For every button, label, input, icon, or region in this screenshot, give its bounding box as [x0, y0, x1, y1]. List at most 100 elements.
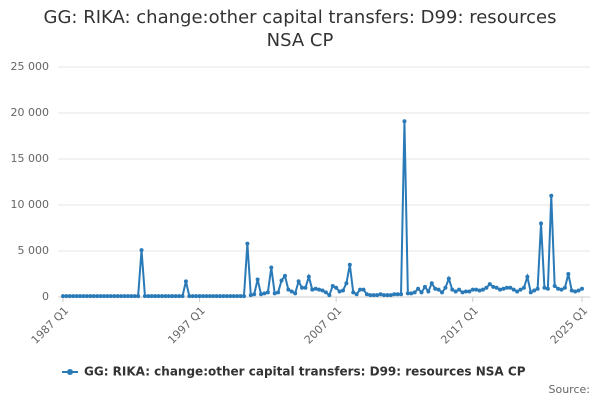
data-point — [241, 294, 246, 299]
data-point — [153, 294, 158, 299]
data-point — [194, 294, 199, 299]
data-point — [484, 285, 489, 290]
data-point — [409, 291, 414, 296]
y-tick-label: 15 000 — [11, 152, 50, 165]
data-point — [218, 294, 223, 299]
data-point — [303, 285, 308, 290]
data-point — [276, 290, 281, 295]
data-point — [105, 294, 110, 299]
data-point — [556, 286, 561, 291]
data-point — [535, 286, 540, 291]
data-point — [559, 287, 564, 292]
data-point — [354, 292, 359, 297]
x-tick-label: 1987 Q1 — [29, 304, 72, 347]
data-point — [395, 292, 400, 297]
series-line — [63, 121, 583, 298]
data-point — [177, 294, 182, 299]
data-point — [125, 294, 130, 299]
data-point — [494, 285, 499, 290]
data-point — [412, 290, 417, 295]
data-point — [300, 285, 305, 290]
data-point — [364, 292, 369, 297]
data-point — [330, 283, 335, 288]
data-point — [200, 294, 205, 299]
data-point — [98, 294, 103, 299]
data-point — [392, 292, 397, 297]
data-point — [381, 293, 386, 298]
data-point — [344, 281, 349, 286]
data-point — [371, 293, 376, 298]
data-point — [426, 289, 431, 294]
data-point — [351, 290, 356, 295]
data-point — [214, 294, 219, 299]
data-point — [286, 287, 291, 292]
data-point — [119, 294, 124, 299]
legend-marker — [67, 369, 73, 375]
data-point — [190, 294, 195, 299]
data-point — [293, 291, 298, 296]
data-point — [122, 294, 127, 299]
data-point — [450, 287, 455, 292]
data-point — [71, 294, 76, 299]
data-point — [255, 277, 260, 282]
y-tick-label: 0 — [42, 290, 49, 303]
y-tick-label: 25 000 — [11, 60, 50, 73]
data-point — [320, 288, 325, 293]
data-point — [108, 294, 113, 299]
data-point — [142, 294, 147, 299]
data-point — [467, 289, 472, 294]
data-point — [139, 248, 144, 253]
data-point — [552, 283, 557, 288]
data-point — [207, 294, 212, 299]
data-point — [566, 272, 571, 276]
data-point — [443, 285, 448, 290]
data-point — [272, 291, 277, 296]
data-point — [405, 291, 410, 296]
data-point — [504, 285, 509, 290]
data-point — [129, 294, 134, 299]
data-point — [433, 286, 438, 291]
data-point — [446, 276, 451, 281]
data-point — [279, 278, 284, 283]
data-point — [388, 293, 393, 298]
chart-title: GG: RIKA: change:other capital transfers… — [43, 7, 557, 51]
data-point — [487, 282, 492, 287]
data-point — [562, 285, 567, 290]
data-point — [306, 274, 311, 279]
data-point — [368, 293, 373, 298]
data-point — [317, 287, 322, 292]
x-tick-label: 2007 Q1 — [302, 304, 345, 347]
data-point — [480, 287, 485, 292]
data-point — [337, 289, 342, 294]
data-point — [385, 293, 390, 298]
data-point — [245, 241, 250, 246]
data-point — [296, 279, 301, 284]
data-point — [549, 193, 554, 198]
data-point — [436, 287, 441, 292]
data-point — [149, 294, 154, 299]
data-point — [399, 292, 404, 297]
data-point — [453, 289, 458, 294]
data-point — [183, 279, 188, 284]
data-point — [416, 286, 421, 291]
data-point — [235, 294, 240, 299]
data-point — [197, 294, 202, 299]
data-point — [238, 294, 243, 299]
y-tick-label: 20 000 — [11, 106, 50, 119]
data-point — [361, 287, 366, 292]
data-point — [265, 290, 270, 295]
data-point — [419, 290, 424, 295]
data-point — [470, 287, 475, 292]
y-tick-label: 10 000 — [11, 198, 50, 211]
data-point — [580, 286, 584, 291]
data-point — [81, 294, 86, 299]
source: Source: — [549, 383, 591, 396]
x-tick-label: 2025 Q1 — [548, 304, 591, 347]
data-point — [289, 289, 294, 294]
y-tick-label: 5 000 — [18, 244, 50, 257]
data-point — [378, 292, 383, 297]
data-point — [231, 294, 236, 299]
data-point — [474, 287, 479, 292]
data-point — [101, 294, 106, 299]
